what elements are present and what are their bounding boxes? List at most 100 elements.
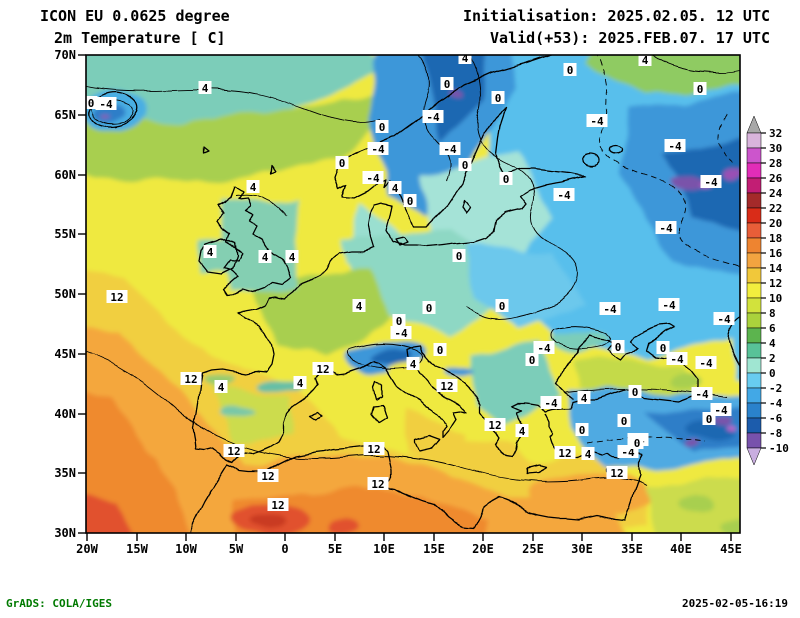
colorbar-block (747, 403, 761, 418)
colorbar-arrow-top (747, 116, 761, 133)
contour-label: -4 (99, 98, 113, 111)
lon-tick-label: 0 (281, 542, 288, 556)
contour-label: 4 (585, 448, 592, 461)
lon-tick-label: 40E (670, 542, 692, 556)
contour-label: 12 (110, 291, 123, 304)
colorbar-block (747, 208, 761, 223)
colorbar-block (747, 148, 761, 163)
lat-tick-label: 35N (54, 466, 76, 480)
contour-label: -4 (662, 299, 676, 312)
grads-credit: GrADS: COLA/IGES (6, 597, 112, 610)
colorbar-block (747, 388, 761, 403)
contour-label: 4 (581, 392, 588, 405)
lon-tick-label: 20W (76, 542, 98, 556)
contour-label: 12 (488, 419, 501, 432)
contour-label: 0 (660, 342, 667, 355)
contour-label: 12 (227, 445, 240, 458)
contour-label: 0 (503, 173, 510, 186)
lon-tick-label: 20E (472, 542, 494, 556)
contour-label: 0 (456, 250, 463, 263)
colorbar-block (747, 268, 761, 283)
contour-label: 12 (610, 467, 623, 480)
contour-label: 4 (262, 251, 269, 264)
lon-tick-label: 25E (522, 542, 544, 556)
colorbar-block (747, 163, 761, 178)
colorbar-block (747, 358, 761, 373)
colorbar-tick-label: 4 (769, 337, 776, 350)
colorbar-tick-label: -8 (769, 427, 782, 440)
map-canvas: 0-440-40-4404444440000-4-4-4-400-4-4-401… (0, 0, 800, 618)
contour-label: 0 (426, 302, 433, 315)
contour-label: -4 (699, 357, 713, 370)
colorbar-tick-label: -6 (769, 412, 783, 425)
contour-label: 0 (407, 195, 414, 208)
colorbar-block (747, 193, 761, 208)
latitude-axis: 70N65N60N55N50N45N40N35N30N (54, 48, 86, 540)
contour-label: 0 (632, 386, 639, 399)
contour-label: 0 (437, 344, 444, 357)
colorbar-tick-label: 14 (769, 262, 783, 275)
contour-label: -4 (670, 353, 684, 366)
contour-label: -4 (557, 189, 571, 202)
lat-tick-label: 45N (54, 347, 76, 361)
colorbar-tick-label: 0 (769, 367, 776, 380)
temperature-colorbar: 32302826242220181614121086420-2-4-6-8-10 (747, 116, 789, 465)
colorbar-tick-label: 12 (769, 277, 782, 290)
contour-label: 4 (519, 425, 526, 438)
colorbar-arrow-bottom (747, 448, 761, 465)
colorbar-block (747, 223, 761, 238)
contour-label: 0 (621, 415, 628, 428)
render-timestamp: 2025-02-05-16:19 (682, 597, 788, 610)
colorbar-block (747, 253, 761, 268)
colorbar-tick-label: 32 (769, 127, 782, 140)
colorbar-block (747, 178, 761, 193)
contour-label: 12 (558, 447, 571, 460)
contour-label: 0 (379, 121, 386, 134)
contour-label: 0 (339, 157, 346, 170)
contour-label: -4 (714, 404, 728, 417)
lat-tick-label: 60N (54, 168, 76, 182)
colorbar-tick-label: 26 (769, 172, 783, 185)
colorbar-tick-label: 24 (769, 187, 783, 200)
contour-label: 0 (462, 159, 469, 172)
contour-label: 4 (642, 54, 649, 67)
colorbar-tick-label: 2 (769, 352, 776, 365)
colorbar-tick-label: 16 (769, 247, 783, 260)
contour-label: 12 (184, 373, 197, 386)
colorbar-tick-label: 10 (769, 292, 782, 305)
lon-tick-label: 35E (621, 542, 643, 556)
contour-label: 12 (367, 443, 380, 456)
colorbar-block (747, 418, 761, 433)
contour-label: -4 (717, 313, 731, 326)
weather-map-page: ICON EU 0.0625 degree 2m Temperature [ C… (0, 0, 800, 618)
contour-label: -4 (659, 222, 673, 235)
contour-label: 0 (706, 413, 713, 426)
contour-label: 0 (615, 341, 622, 354)
contour-label: 0 (697, 83, 704, 96)
contour-label: 0 (499, 300, 506, 313)
colorbar-block (747, 313, 761, 328)
colorbar-tick-label: 22 (769, 202, 782, 215)
contour-label: 4 (289, 251, 296, 264)
contour-label: -4 (443, 143, 457, 156)
contour-label: -4 (537, 342, 551, 355)
contour-label: -4 (603, 303, 617, 316)
colorbar-tick-label: 28 (769, 157, 782, 170)
colorbar-tick-label: 30 (769, 142, 782, 155)
contour-label: 4 (356, 300, 363, 313)
contour-label: 4 (202, 82, 209, 95)
contour-label: 0 (634, 437, 641, 450)
contour-label: -4 (704, 176, 718, 189)
contour-label: -4 (394, 327, 408, 340)
contour-label: 4 (410, 358, 417, 371)
contour-label: 0 (88, 97, 95, 110)
colorbar-block (747, 133, 761, 148)
lat-tick-label: 40N (54, 407, 76, 421)
lon-tick-label: 15E (423, 542, 445, 556)
colorbar-block (747, 283, 761, 298)
colorbar-block (747, 298, 761, 313)
contour-label: 0 (495, 92, 502, 105)
lon-tick-label: 15W (126, 542, 148, 556)
longitude-axis: 20W15W10W5W05E10E15E20E25E30E35E40E45E (76, 533, 742, 556)
lon-tick-label: 5W (229, 542, 244, 556)
